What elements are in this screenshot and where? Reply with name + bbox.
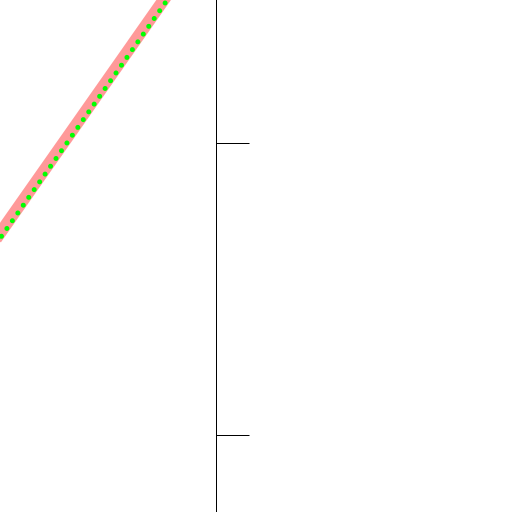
series-line-2 — [0, 0, 171, 243]
series-layer — [0, 0, 171, 243]
series-line-1 — [0, 0, 171, 243]
y-axis-ticks — [216, 143, 250, 436]
